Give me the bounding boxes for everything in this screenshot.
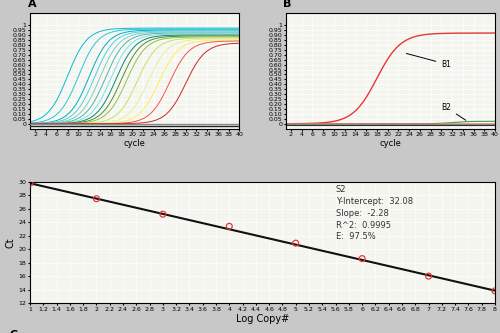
Point [226, 224, 234, 229]
Point [491, 288, 499, 294]
Point [159, 211, 167, 217]
Point [26, 180, 34, 186]
X-axis label: Log Copy#: Log Copy# [236, 314, 289, 324]
Y-axis label: Ct: Ct [6, 237, 16, 248]
Point [424, 273, 432, 279]
Text: C: C [9, 330, 17, 333]
Text: B1: B1 [406, 54, 451, 69]
Point [358, 256, 366, 261]
Text: A: A [28, 0, 36, 9]
Point [292, 240, 300, 246]
X-axis label: cycle: cycle [124, 139, 146, 148]
X-axis label: cycle: cycle [380, 139, 401, 148]
Text: B: B [284, 0, 292, 9]
Text: B2: B2 [442, 103, 466, 120]
Point [92, 196, 100, 201]
Text: S2
Y-Intercept:  32.08
Slope:  -2.28
R^2:  0.9995
E:  97.5%: S2 Y-Intercept: 32.08 Slope: -2.28 R^2: … [336, 185, 412, 241]
